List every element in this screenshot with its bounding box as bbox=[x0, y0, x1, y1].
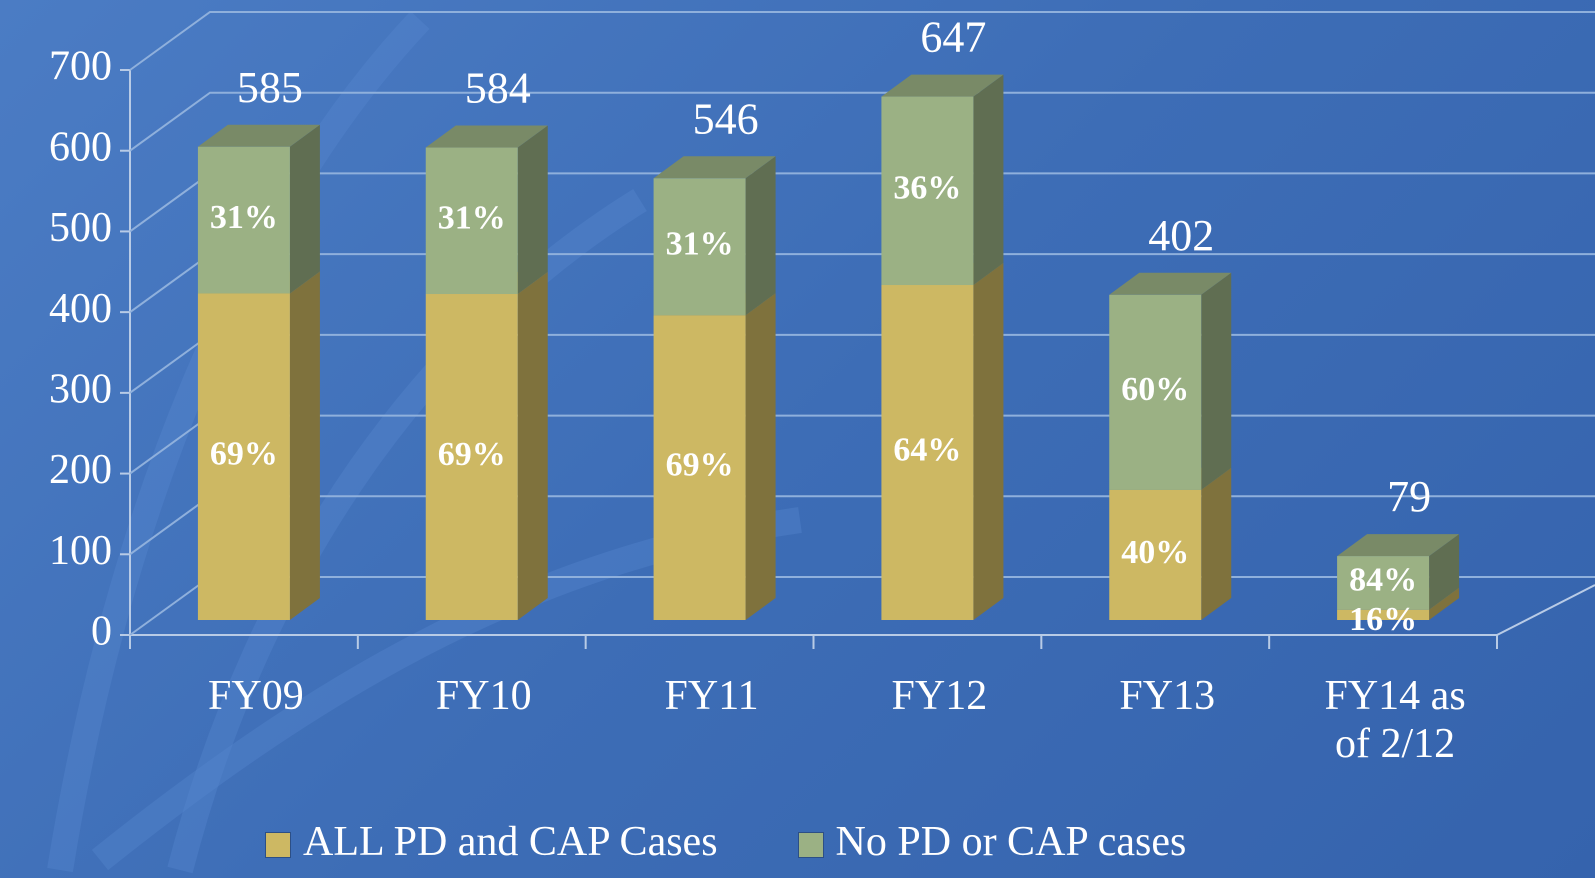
segment-label: 69% bbox=[210, 436, 278, 473]
bar-side bbox=[517, 125, 548, 295]
bar bbox=[197, 146, 290, 294]
y-tick-label: 0 bbox=[91, 609, 112, 655]
total-label: 546 bbox=[693, 94, 759, 143]
grid-line bbox=[129, 11, 1595, 71]
legend-label: ALL PD and CAP Cases bbox=[303, 819, 718, 865]
y-tick-label: 100 bbox=[49, 528, 112, 574]
segment-label: 31% bbox=[666, 226, 734, 263]
bar bbox=[197, 293, 290, 620]
segment-label: 31% bbox=[210, 199, 278, 236]
bar bbox=[881, 96, 974, 286]
x-tick-label: FY12 bbox=[891, 673, 988, 719]
grid-line bbox=[129, 172, 1595, 233]
y-tick-label: 200 bbox=[49, 447, 112, 493]
bar bbox=[425, 294, 518, 620]
bar bbox=[1109, 489, 1202, 620]
legend-label: No PD or CAP cases bbox=[835, 819, 1187, 865]
y-tick-label: 600 bbox=[49, 124, 112, 170]
segment-label: 64% bbox=[893, 431, 961, 468]
x-tick-label: FY09 bbox=[208, 673, 304, 719]
bar-side bbox=[1429, 534, 1460, 610]
bar bbox=[1337, 609, 1430, 620]
y-tick-label: 700 bbox=[49, 44, 112, 90]
bar-side bbox=[1429, 587, 1460, 620]
x-tick-label: FY14 as of 2/12 bbox=[1324, 673, 1466, 767]
bar-side bbox=[517, 272, 548, 620]
legend-item: ALL PD and CAP Cases bbox=[265, 818, 718, 866]
segment-label: 84% bbox=[1349, 562, 1417, 599]
bar-side bbox=[745, 156, 776, 316]
bar-top bbox=[425, 125, 548, 148]
legend-item: No PD or CAP cases bbox=[797, 818, 1187, 866]
bar-top bbox=[881, 74, 1004, 97]
bar-side bbox=[973, 74, 1004, 286]
bar-side bbox=[289, 271, 320, 620]
x-tick-label: FY10 bbox=[435, 673, 532, 719]
bar-top bbox=[1337, 534, 1460, 557]
bar-side bbox=[1201, 467, 1232, 620]
legend-swatch bbox=[265, 832, 291, 859]
segment-label: 16% bbox=[1349, 601, 1417, 638]
total-label: 585 bbox=[237, 63, 303, 112]
bar-top bbox=[653, 156, 776, 179]
bar bbox=[425, 147, 518, 295]
bar bbox=[881, 285, 974, 620]
segment-label: 69% bbox=[438, 436, 506, 473]
segment-label: 60% bbox=[1121, 371, 1189, 408]
y-tick-label: 300 bbox=[49, 366, 112, 412]
bar-side bbox=[289, 124, 320, 294]
bar-side bbox=[745, 293, 776, 620]
bar-side bbox=[973, 263, 1004, 620]
bar-side bbox=[1201, 272, 1232, 490]
grid-line bbox=[129, 253, 1595, 313]
x-tick-label: FY13 bbox=[1119, 673, 1216, 719]
bar bbox=[653, 315, 746, 620]
segment-label: 31% bbox=[438, 200, 506, 237]
legend: ALL PD and CAP Cases No PD or CAP cases bbox=[265, 818, 1186, 866]
total-label: 402 bbox=[1148, 211, 1214, 260]
total-label: 584 bbox=[465, 64, 531, 113]
bar bbox=[1109, 294, 1202, 490]
bar bbox=[1337, 556, 1430, 610]
y-tick-label: 500 bbox=[49, 205, 112, 251]
bar-top bbox=[197, 124, 320, 147]
legend-swatch bbox=[797, 832, 824, 859]
grid-line bbox=[129, 91, 1595, 152]
total-label: 647 bbox=[920, 13, 986, 62]
x-tick-label: FY11 bbox=[664, 673, 759, 719]
segment-label: 40% bbox=[1121, 534, 1189, 571]
grid-line bbox=[129, 333, 1595, 394]
segment-label: 36% bbox=[893, 170, 961, 207]
plot: 0 100 200 300 400 500 600 700 69% 31% 585 69% 31% 584… bbox=[49, 11, 1595, 655]
y-tick-label: 400 bbox=[49, 286, 112, 332]
segment-label: 69% bbox=[666, 446, 734, 483]
bar-top bbox=[1109, 272, 1232, 295]
total-label: 79 bbox=[1387, 472, 1431, 521]
bar bbox=[653, 178, 746, 316]
